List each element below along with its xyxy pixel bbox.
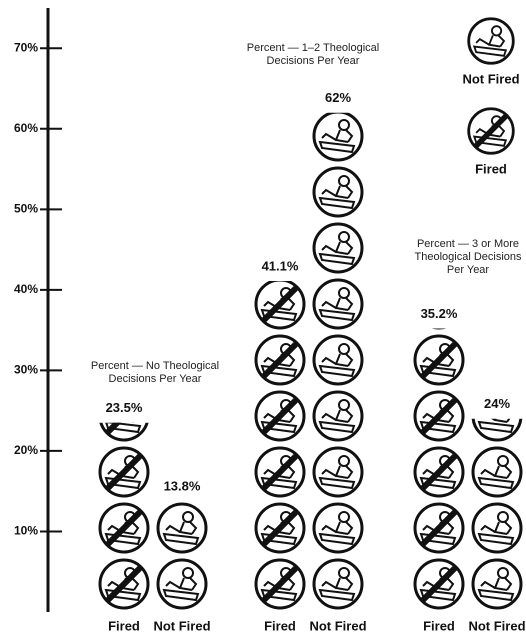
- value-label: 13.8%: [164, 478, 201, 493]
- icon-column: [158, 504, 206, 608]
- page: 10% 20% 30% 40% 50% 60% 70% 23.5% Fired 41.1% Fire…: [0, 0, 526, 636]
- icon: [256, 448, 304, 496]
- legend-label: Not Fired: [462, 71, 519, 86]
- icon: [473, 448, 521, 496]
- icon-column: [256, 280, 304, 608]
- icon: [314, 280, 362, 328]
- value-label: 23.5%: [106, 400, 143, 415]
- value-label: 62%: [325, 90, 351, 105]
- x-label: Not Fired: [468, 618, 525, 633]
- y-tick-label: 10%: [14, 524, 38, 538]
- icon: [256, 392, 304, 440]
- icon: [100, 448, 148, 496]
- icon: [314, 336, 362, 384]
- icon-column: [314, 112, 362, 608]
- y-tick-label: 40%: [14, 282, 38, 296]
- x-label: Not Fired: [153, 618, 210, 633]
- y-tick-label: 20%: [14, 443, 38, 457]
- icon: [314, 504, 362, 552]
- x-label: Fired: [423, 618, 455, 633]
- y-tick-label: 30%: [14, 363, 38, 377]
- value-label: 24%: [484, 396, 510, 411]
- icon-column: [415, 280, 463, 608]
- icon: [473, 560, 521, 608]
- legend-icon: [469, 19, 514, 64]
- chart: 10% 20% 30% 40% 50% 60% 70% 23.5% Fired 41.1% Fire…: [0, 0, 526, 636]
- icon: [314, 168, 362, 216]
- icon: [473, 504, 521, 552]
- icon: [256, 560, 304, 608]
- icon: [256, 504, 304, 552]
- icon: [100, 560, 148, 608]
- icon: [314, 224, 362, 272]
- group-annotation: Percent — 1–2 Theological Decisions Per …: [233, 42, 393, 68]
- icon: [314, 448, 362, 496]
- legend-icon: [469, 109, 514, 154]
- value-label: 35.2%: [421, 306, 458, 321]
- value-label: 41.1%: [262, 258, 299, 273]
- icon-column: [473, 392, 521, 608]
- group-annotation: Percent — No Theological Decisions Per Y…: [80, 360, 230, 386]
- icon: [314, 112, 362, 160]
- icon: [100, 504, 148, 552]
- icon: [415, 336, 463, 384]
- icon: [158, 504, 206, 552]
- icon: [256, 336, 304, 384]
- x-label: Fired: [264, 618, 296, 633]
- y-tick-label: 70%: [14, 40, 38, 54]
- x-label: Fired: [108, 618, 140, 633]
- y-tick-label: 50%: [14, 202, 38, 216]
- icon: [314, 560, 362, 608]
- icon: [415, 392, 463, 440]
- icon: [256, 280, 304, 328]
- icon: [314, 392, 362, 440]
- group-annotation: Percent — 3 or More Theological Decision…: [413, 238, 523, 277]
- icon: [415, 560, 463, 608]
- icon: [415, 448, 463, 496]
- icon-column: [100, 392, 148, 608]
- icon: [415, 504, 463, 552]
- icon: [158, 560, 206, 608]
- x-label: Not Fired: [309, 618, 366, 633]
- legend-label: Fired: [475, 161, 507, 176]
- y-tick-label: 60%: [14, 121, 38, 135]
